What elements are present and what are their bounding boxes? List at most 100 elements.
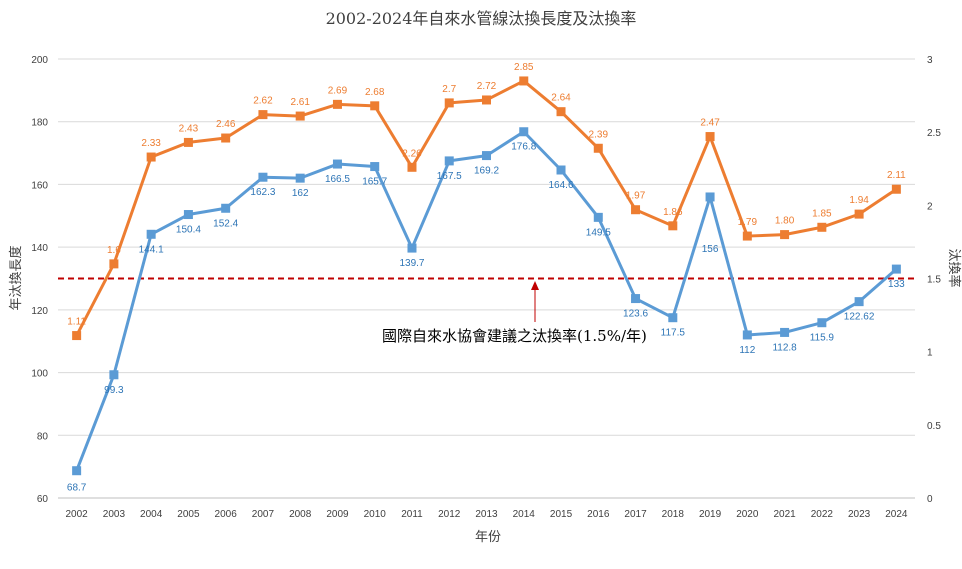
length-data-label: 112.8 (772, 342, 797, 353)
rate-data-label: 1.94 (849, 195, 869, 206)
x-tick-label: 2015 (550, 509, 573, 520)
rate-data-label: 2.7 (442, 84, 456, 95)
length-data-label: 164.6 (549, 180, 574, 191)
series-length-marker (519, 127, 529, 137)
series-length-marker (891, 264, 901, 274)
left-tick-label: 80 (37, 431, 49, 442)
x-tick-label: 2014 (513, 509, 536, 520)
length-data-label: 112 (739, 345, 755, 356)
length-data-label: 169.2 (474, 166, 499, 177)
right-axis-ticks: 0 0.5 1 1.5 2 2.5 3 (927, 55, 941, 505)
length-data-label: 149.5 (586, 227, 611, 238)
series-rate-marker (332, 99, 342, 109)
series-length-marker (332, 159, 342, 169)
series-length-marker (482, 151, 491, 161)
series-length-line (75, 130, 898, 472)
series-rate-marker (705, 132, 715, 142)
rate-data-label: 1.85 (812, 208, 832, 219)
reference-annotation: 國際自來水協會建議之汰換率(1.5%/年) (382, 327, 647, 345)
series-rate-marker (444, 98, 454, 108)
series-length-marker (258, 172, 268, 182)
series-length-marker (146, 229, 156, 239)
length-data-label: 162 (292, 188, 309, 199)
series-rate-marker (668, 221, 678, 231)
gridlines (58, 58, 915, 499)
left-tick-label: 140 (31, 243, 48, 254)
x-tick-label: 2008 (289, 509, 312, 520)
length-data-label: 68.7 (67, 483, 87, 494)
series-length-marker (742, 330, 752, 340)
right-tick-label: 0 (927, 494, 933, 505)
series-rate-marker (72, 331, 82, 341)
left-tick-label: 200 (31, 55, 48, 66)
x-tick-label: 2007 (252, 509, 275, 520)
series-rate-marker (817, 222, 827, 232)
left-tick-label: 160 (31, 180, 48, 191)
series-length-marker (705, 192, 715, 202)
series-length-marker (407, 243, 417, 253)
rate-data-label: 2.33 (141, 138, 161, 149)
x-tick-label: 2021 (773, 509, 796, 520)
rate-data-label: 2.61 (290, 97, 310, 108)
x-tick-label: 2011 (401, 509, 423, 520)
x-tick-label: 2017 (624, 509, 647, 520)
series-rate-marker (593, 143, 603, 153)
rate-data-label: 2.62 (253, 96, 273, 107)
right-tick-label: 3 (927, 55, 933, 66)
x-tick-label: 2009 (326, 509, 349, 520)
series-length-marker (444, 156, 454, 166)
series-group (72, 76, 901, 476)
left-tick-label: 180 (31, 118, 48, 129)
series-length-marker (668, 313, 678, 323)
reference-line-group (58, 277, 915, 322)
series-rate-marker (221, 133, 231, 143)
x-tick-label: 2018 (662, 509, 685, 520)
x-tick-label: 2022 (811, 509, 834, 520)
left-tick-label: 60 (37, 494, 49, 505)
rate-data-label: 2.68 (365, 87, 385, 98)
series-length-marker (295, 173, 305, 183)
length-data-label: 122.62 (844, 312, 875, 323)
rate-data-label: 2.26 (402, 148, 422, 159)
x-tick-label: 2005 (177, 509, 200, 520)
length-data-label: 162.3 (250, 187, 275, 198)
length-data-label: 99.3 (104, 385, 124, 396)
left-tick-label: 100 (31, 369, 48, 380)
rate-data-label: 2.72 (477, 81, 497, 92)
rate-data-label: 1.86 (663, 207, 683, 218)
right-tick-label: 2 (927, 201, 933, 212)
x-tick-label: 2004 (140, 509, 163, 520)
series-length-marker (780, 327, 790, 337)
series-length-marker (817, 318, 827, 328)
left-axis-ticks: 60 80 100 120 140 160 180 200 (31, 55, 48, 505)
length-data-label: 133 (888, 279, 905, 290)
series-length-marker (593, 212, 603, 222)
x-tick-label: 2016 (587, 509, 610, 520)
rate-data-label: 1.11 (67, 317, 86, 328)
data-labels: 1.11 1.6 2.33 2.43 2.46 2.62 2.61 2.69 2.68 2.26 2… (67, 62, 906, 494)
series-rate-marker (146, 152, 156, 162)
length-data-label: 176.8 (511, 142, 536, 153)
x-tick-label: 2006 (215, 509, 238, 520)
series-rate-marker (258, 110, 268, 120)
series-rate-marker (519, 76, 529, 86)
length-data-label: 115.9 (810, 333, 835, 344)
series-length-marker (72, 466, 82, 476)
rate-data-label: 2.39 (589, 129, 609, 140)
series-rate-marker (295, 111, 305, 121)
length-data-label: 123.6 (623, 309, 648, 320)
series-rate-marker (407, 162, 417, 172)
x-tick-label: 2020 (736, 509, 759, 520)
rate-data-label: 2.47 (700, 118, 720, 129)
x-tick-label: 2012 (438, 509, 461, 520)
x-axis-title: 年份 (475, 530, 501, 545)
x-tick-label: 2010 (364, 509, 387, 520)
x-tick-label: 2002 (66, 509, 89, 520)
right-tick-label: 1.5 (927, 275, 941, 286)
rate-data-label: 1.79 (738, 217, 758, 228)
series-length-marker (183, 210, 193, 220)
length-data-label: 167.5 (437, 171, 462, 182)
series-rate-marker (742, 231, 752, 241)
series-rate-marker (183, 137, 193, 147)
